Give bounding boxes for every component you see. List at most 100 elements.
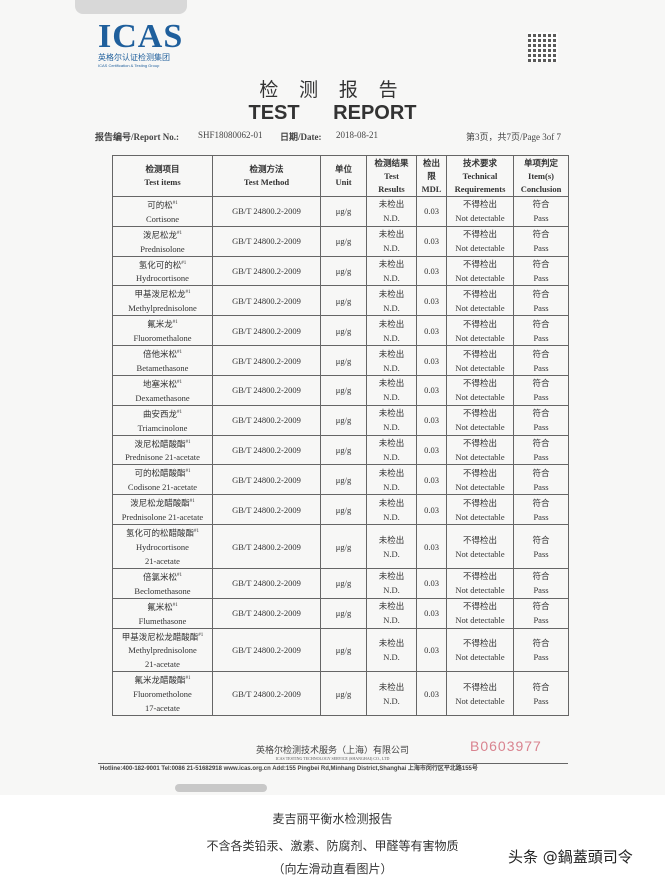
header-text: Unit: [335, 177, 352, 187]
table-cell: GB/T 24800.2-2009: [212, 404, 321, 436]
table-cell: 0.03: [416, 345, 447, 376]
cell-text: 泼尼松醋酸酯#1: [113, 436, 212, 451]
table-row: 氟米龙#1 Fluoromethalone GB/T 24800.2-2009 μg/…: [112, 315, 569, 347]
cell-text: Betamethasone: [136, 362, 189, 373]
qr-code-icon: [528, 32, 558, 62]
cell-text: Not detectable: [455, 652, 505, 662]
cell-text: Pass: [533, 585, 549, 596]
cell-text: 0.03: [424, 578, 439, 589]
cell-text: 符合: [532, 318, 550, 329]
cell-text: Not detectable: [455, 615, 505, 626]
table-cell: 未检出 N.D.: [366, 671, 417, 717]
cell-text: Not detectable: [455, 243, 505, 254]
table-cell: μg/g: [320, 494, 367, 526]
table-cell: μg/g: [320, 196, 367, 227]
cell-text: 氟米松#1: [113, 599, 212, 614]
table-cell: 未检出 N.D.: [366, 196, 417, 227]
cell-text: μg/g: [335, 504, 352, 515]
cell-text: 未检出: [378, 438, 405, 449]
cell-text: 符合: [532, 288, 550, 299]
table-cell: 甲基泼尼松龙#1 Methylprednisolone: [112, 285, 213, 317]
report-no-label: 报告编号/Report No.:: [95, 132, 179, 142]
cell-text: 符合: [532, 467, 550, 478]
cell-text: 未检出: [378, 467, 405, 478]
cell-text: Pass: [533, 695, 549, 706]
cell-text: Methylprednisolone: [128, 645, 197, 656]
cell-text: 未检出: [378, 378, 405, 389]
cell-text: 不得检出: [462, 288, 497, 299]
cell-text: N.D.: [383, 548, 400, 559]
table-cell: 未检出 N.D.: [366, 434, 417, 466]
report-image[interactable]: ICAS 英格尔认证检测集团 ICAS Certification & Test…: [0, 0, 665, 795]
table-cell: 不得检出 Not detectable: [446, 464, 514, 496]
cell-text: Not detectable: [455, 548, 505, 559]
header-text: 单位: [334, 164, 352, 174]
cell-text: Not detectable: [455, 481, 505, 492]
table-cell: 未检出 N.D.: [366, 315, 417, 347]
cell-text: N.D.: [383, 695, 400, 706]
cell-text: GB/T 24800.2-2009: [232, 474, 301, 485]
cell-text: 氢化可的松#1: [113, 257, 212, 272]
contact-info: Hotline:400-182-9001 Tel:0086 21-5168291…: [100, 766, 478, 772]
table-row: 氢化可的松#1 Hydrocortisone GB/T 24800.2-2009 μg…: [112, 255, 569, 287]
cell-text: Pass: [533, 332, 549, 343]
table-cell: 未检出 N.D.: [366, 345, 417, 376]
cell-text: Pass: [533, 302, 549, 313]
cell-text: 未检出: [378, 199, 405, 210]
table-cell: μg/g: [320, 671, 367, 717]
footnote-mark: #1: [177, 379, 182, 385]
cell-text: 0.03: [424, 415, 439, 426]
table-cell: 不得检出 Not detectable: [446, 196, 514, 227]
cell-text: 甲基泼尼松龙醋酸酯#1: [113, 629, 212, 644]
divider: [98, 763, 568, 764]
cell-text: N.D.: [383, 511, 400, 522]
cell-text: μg/g: [335, 266, 352, 277]
table-cell: 符合 Pass: [513, 404, 569, 436]
column-header: 单项判定 Item(s) Conclusion: [513, 155, 569, 197]
table-cell: μg/g: [320, 285, 367, 317]
cell-text: 不得检出: [462, 408, 497, 419]
horizontal-scrollbar[interactable]: [175, 784, 267, 792]
cell-text: Pass: [533, 392, 549, 403]
cell-text: 符合: [532, 534, 550, 545]
cell-text: GB/T 24800.2-2009: [232, 445, 301, 456]
cell-text: N.D.: [383, 652, 400, 662]
table-cell: μg/g: [320, 524, 367, 569]
cell-text: 符合: [532, 438, 550, 449]
cell-text: 0.03: [424, 206, 439, 217]
table-cell: 符合 Pass: [513, 597, 569, 629]
header-text: Test items: [144, 177, 181, 187]
table-cell: 0.03: [416, 285, 447, 317]
cell-text: N.D.: [383, 273, 400, 284]
table-cell: 不得检出 Not detectable: [446, 255, 514, 287]
cell-text: 符合: [532, 571, 550, 582]
item-name-cn: 可的松醋酸酯: [134, 468, 186, 479]
cell-text: 符合: [532, 497, 550, 508]
table-cell: 0.03: [416, 374, 447, 406]
cell-text: 不得检出: [462, 681, 497, 692]
cell-text: Codisone 21-acetate: [127, 482, 198, 493]
table-cell: μg/g: [320, 255, 367, 287]
cell-text: 0.03: [424, 608, 439, 619]
icas-logo: ICAS 英格尔认证检测集团 ICAS Certification & Test…: [98, 18, 184, 69]
cell-text: Pass: [533, 273, 549, 284]
header-text: Conclusion: [520, 183, 562, 194]
cell-text: 未检出: [378, 259, 405, 270]
table-cell: GB/T 24800.2-2009: [212, 627, 321, 673]
header-text: 检测方法: [249, 164, 284, 174]
cell-text: 氟米龙#1: [113, 316, 212, 331]
cell-text: 不得检出: [462, 467, 497, 478]
table-cell: 不得检出 Not detectable: [446, 345, 514, 376]
table-cell: 倍氯米松#1 Beclomethasone: [112, 567, 213, 599]
cell-text: 未检出: [378, 408, 405, 419]
table-row: 可的松醋酸酯#1 Codisone 21-acetate GB/T 24800.2-…: [112, 464, 569, 496]
cell-text: μg/g: [335, 295, 352, 306]
item-name-cn: 泼尼松龙: [142, 229, 177, 240]
cell-text: Pass: [533, 422, 549, 433]
table-cell: 符合 Pass: [513, 255, 569, 287]
table-cell: 0.03: [416, 196, 447, 227]
table-cell: μg/g: [320, 464, 367, 496]
table-cell: GB/T 24800.2-2009: [212, 597, 321, 629]
cell-text: GB/T 24800.2-2009: [232, 385, 301, 396]
cell-text: N.D.: [383, 243, 400, 254]
